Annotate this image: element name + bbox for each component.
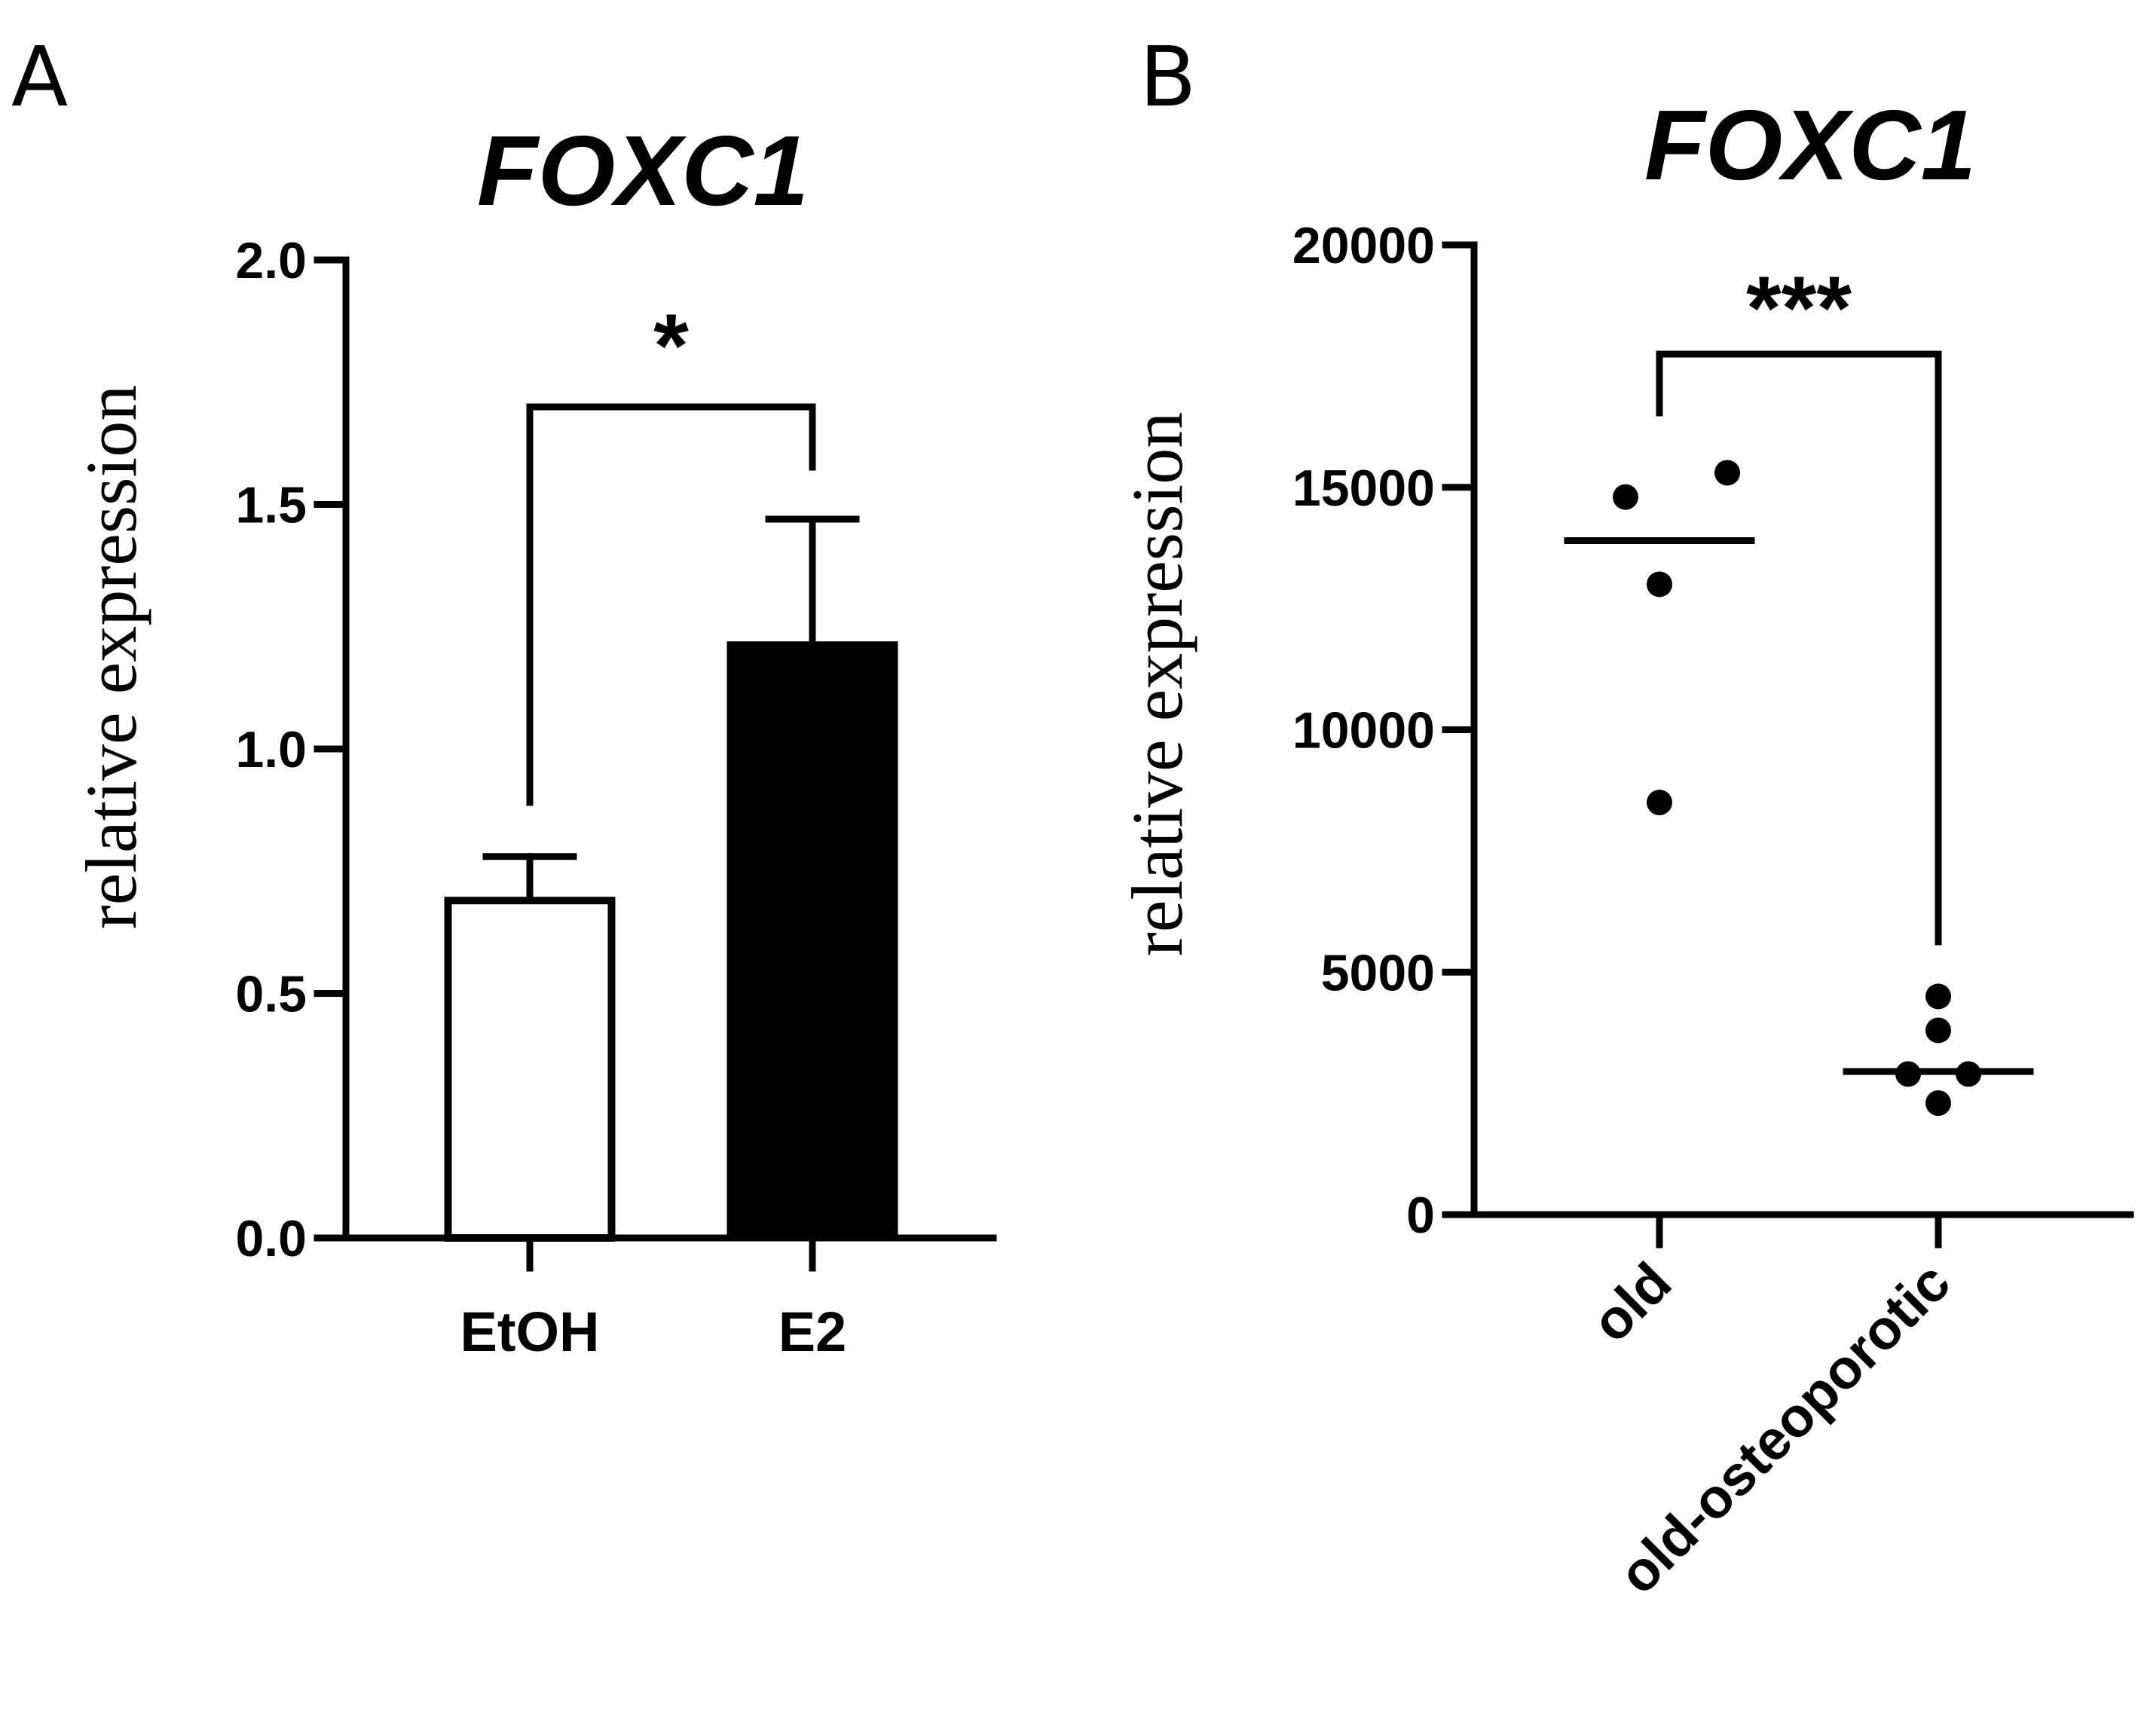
panel-a-y-tick-label: 1.0 [235,721,307,778]
panel-b-significance: *** [1656,258,1942,946]
panel-b-sig-label: *** [1746,258,1852,359]
panel-b-y-tick-label: 20000 [1292,217,1435,274]
panel-b-y-tick-label: 0 [1406,1187,1435,1244]
panel-b-y-ticks: 0 5000 10000 15000 20000 [1292,217,1478,1244]
panel-b-axes [1470,241,2134,1218]
panel-b-point [1647,571,1672,598]
panel-a: A FOXC1 relative expression 0.0 0.5 1.0 1.5… [11,29,997,1363]
panel-b-y-tick-label: 15000 [1292,460,1435,517]
panel-a-axes [342,256,997,1242]
panel-b-sig-bracket [1656,350,1942,946]
panel-a-x-label: E2 [778,1300,847,1363]
panel-b-point [1925,1090,1951,1116]
panel-a-title: FOXC1 [477,115,809,226]
panel-b-y-tick-label: 5000 [1321,944,1435,1001]
panel-a-x-labels: EtOH E2 [460,1234,847,1363]
panel-b-y-tick-label: 10000 [1292,702,1435,760]
panel-b: B FOXC1 relative expression 0 5000 10000 15… [1117,29,2134,1606]
panel-b-point [1925,1017,1951,1044]
panel-b-mean-lines [1564,537,2034,1075]
panel-b-letter: B [1139,29,1196,125]
panel-a-x-label: EtOH [460,1300,600,1363]
panel-a-y-tick-label: 0.0 [235,1210,307,1267]
panel-a-sig-label: * [653,295,689,396]
panel-a-bars [444,641,898,1242]
panel-a-ylabel: relative expression [71,385,151,929]
panel-a-bar-etoh [444,897,616,1242]
panel-b-point [1714,460,1740,486]
panel-a-significance: * [526,295,816,806]
panel-a-error-bars [482,515,860,904]
panel-a-letter: A [11,29,68,125]
panel-b-ylabel: relative expression [1117,412,1197,956]
panel-a-y-tick-label: 0.5 [235,966,307,1023]
panel-b-point [1925,983,1951,1010]
panel-b-x-label: old [1580,1251,1683,1354]
panel-a-y-ticks: 0.0 0.5 1.0 1.5 2.0 [235,232,350,1267]
panel-a-y-tick-label: 1.5 [235,477,307,534]
panel-b-title: FOXC1 [1644,90,1976,200]
panel-a-sig-bracket [526,403,816,806]
panel-a-bar-e2 [726,641,898,1238]
panel-b-point [1647,790,1672,816]
panel-b-points [1613,460,1981,1116]
panel-a-y-tick-label: 2.0 [235,232,307,289]
panel-b-point [1613,484,1638,510]
